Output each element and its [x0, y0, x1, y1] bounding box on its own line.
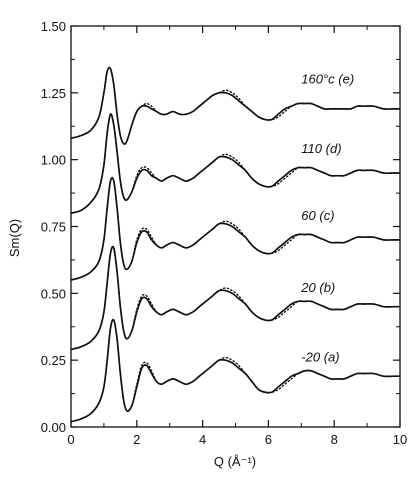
x-tick-label: 8 [331, 432, 338, 447]
y-tick-label: 0.75 [41, 220, 66, 235]
x-tick-label: 10 [393, 432, 407, 447]
series-dotted-line-b [70, 245, 401, 351]
y-tick-label: 1.25 [41, 86, 66, 101]
series-layer [70, 66, 401, 423]
series-solid-line-d [70, 113, 400, 214]
x-axis-label: Q (Å⁻¹) [214, 454, 256, 469]
x-tick-label: 6 [265, 432, 272, 447]
curve-label-c: 60 (c) [301, 208, 334, 223]
series-solid-line-e [70, 66, 400, 145]
y-axis-label: Sm(Q) [7, 219, 22, 257]
curve-label-e: 160°c (e) [301, 71, 354, 86]
axis-ticks: 0 2 4 6 8 10 0.00 0.25 0.50 0.75 1.00 1.25 1.50 [41, 19, 408, 447]
curve-label-a: -20 (a) [301, 350, 339, 365]
y-tick-label: 0.50 [41, 286, 66, 301]
y-tick-label: 1.50 [41, 19, 66, 34]
series-solid-line-a [70, 318, 400, 423]
x-tick-label: 0 [67, 432, 74, 447]
series-solid-line-b [70, 245, 400, 351]
x-tick-label: 2 [133, 432, 140, 447]
curve-labels: -20 (a) 20 (b) 60 (c) 110 (d) 160°c (e) [300, 71, 354, 364]
series-solid-line-c [70, 176, 400, 281]
y-tick-label: 0.00 [41, 420, 66, 435]
y-tick-label: 0.25 [41, 353, 66, 368]
x-tick-label: 4 [199, 432, 206, 447]
series-dotted-line-d [70, 113, 401, 214]
curve-label-d: 110 (d) [301, 141, 341, 156]
curve-label-b: 20 (b) [300, 280, 335, 295]
y-tick-label: 1.00 [41, 153, 66, 168]
